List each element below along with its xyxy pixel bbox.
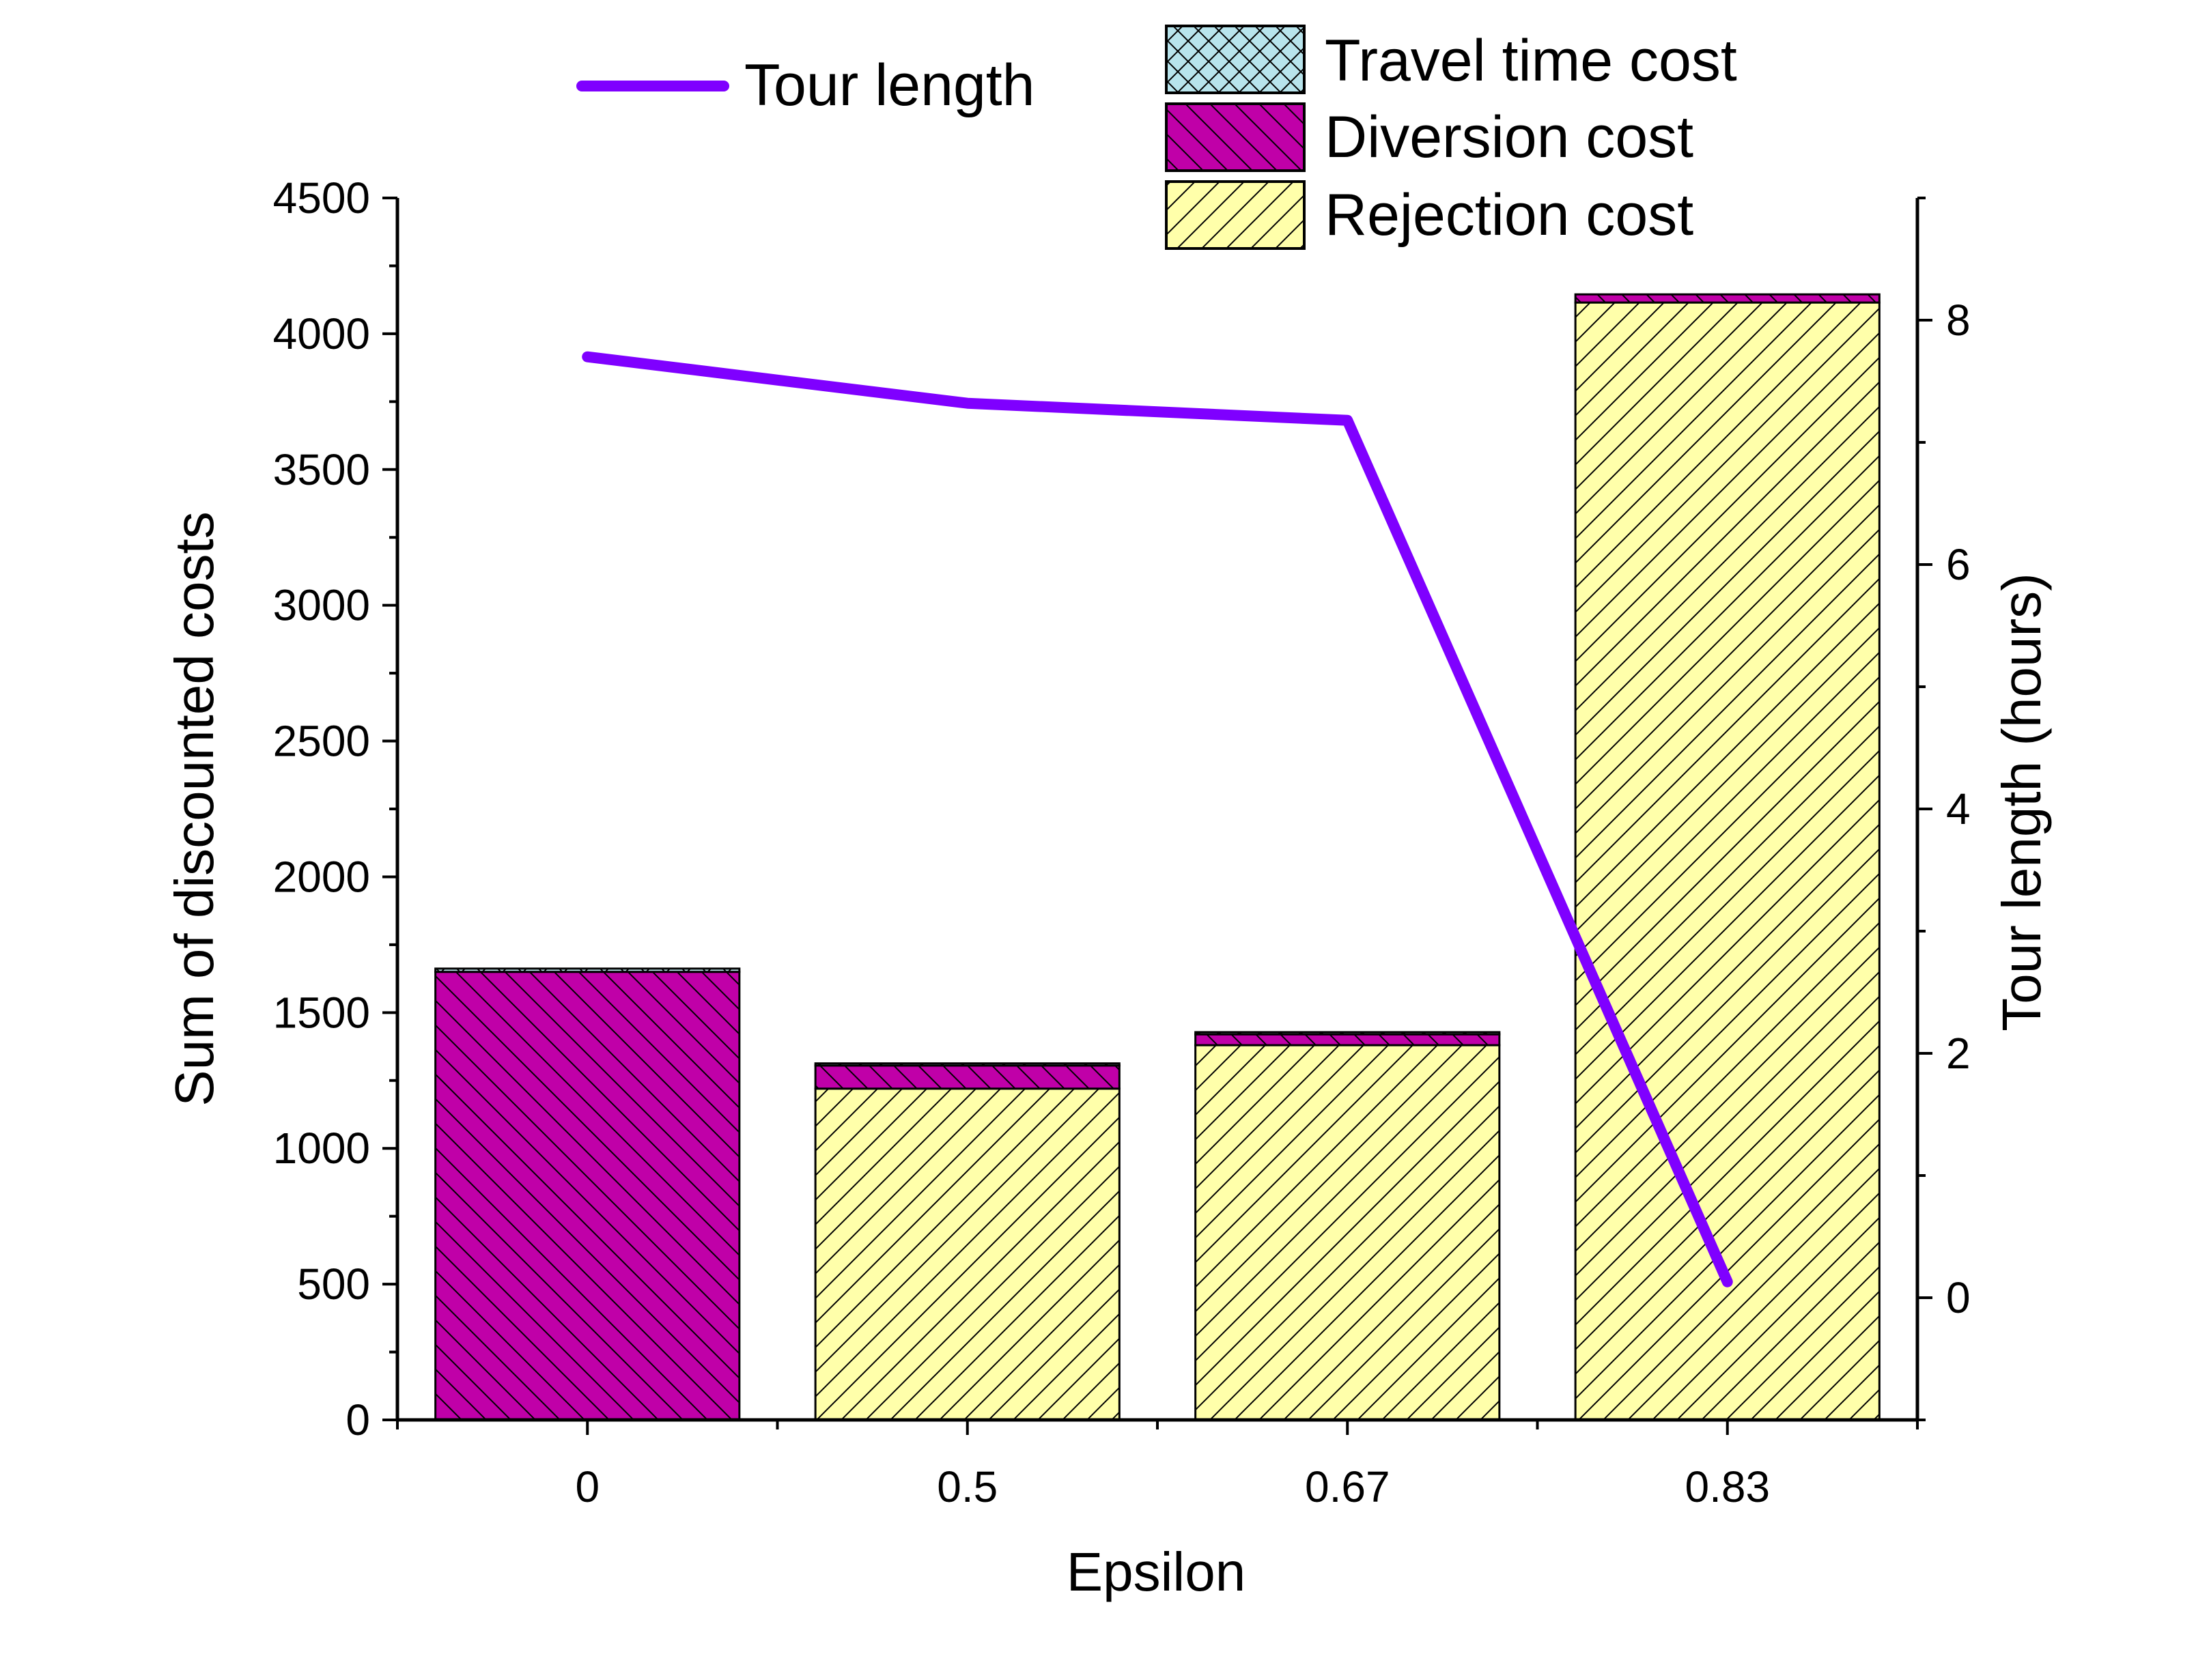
y2-tick-label-2: 4 — [1946, 784, 1971, 834]
x-tick-label-1: 0.5 — [937, 1462, 998, 1511]
y2-axis-title: Tour length (hours) — [1991, 573, 2052, 1031]
x-tick-label-2: 0.67 — [1305, 1462, 1390, 1511]
bar-diversion-3 — [1574, 293, 1881, 304]
x-tick-label-0: 0 — [575, 1462, 600, 1511]
legend-travel-time-label: Travel time cost — [1325, 28, 1737, 94]
bar-diversion-1 — [814, 1064, 1121, 1090]
y-tick-label-1: 500 — [297, 1259, 370, 1309]
legend-travel-time-swatch — [1165, 25, 1306, 94]
y-tick-label-0: 0 — [346, 1395, 370, 1444]
legend-rejection-label: Rejection cost — [1325, 182, 1693, 248]
y-tick-label-5: 2500 — [273, 717, 370, 766]
y-tick-label-8: 4000 — [273, 309, 370, 358]
bar-travel-time-1 — [814, 1062, 1121, 1067]
axes-layer: 0 500 1000 1500 2000 2500 3000 3500 4000 4500 0 2 4 6… — [273, 173, 1971, 1511]
legend-rejection-swatch — [1165, 180, 1306, 250]
bar-travel-time-0 — [434, 967, 741, 973]
bars-layer — [434, 293, 1881, 1421]
legend-tour-length-label: Tour length — [744, 53, 1035, 118]
line-layer — [582, 351, 1733, 1287]
y2-tick-label-4: 8 — [1946, 296, 1971, 345]
y-tick-label-9: 4500 — [273, 173, 370, 223]
legend-rejection-cost: Rejection cost — [1165, 180, 1693, 250]
bar-diversion-0 — [434, 971, 741, 1421]
legend-tour-length: Tour length — [576, 53, 1035, 118]
bar-rejection-1 — [814, 1087, 1121, 1421]
y2-tick-label-3: 6 — [1946, 540, 1971, 589]
legend-diversion-swatch — [1165, 102, 1306, 172]
y-tick-label-7: 3500 — [273, 445, 370, 494]
legend-diversion-label: Diversion cost — [1325, 104, 1693, 170]
y-tick-label-3: 1500 — [273, 988, 370, 1037]
y-axis-title: Sum of discounted costs — [164, 511, 225, 1107]
x-axis-title: Epsilon — [1067, 1541, 1245, 1602]
legend-travel-time-cost: Travel time cost — [1165, 25, 1737, 94]
bar-rejection-3 — [1574, 301, 1881, 1421]
y2-tick-label-1: 2 — [1946, 1029, 1971, 1078]
legend-diversion-cost: Diversion cost — [1165, 102, 1693, 172]
y-tick-label-6: 3000 — [273, 581, 370, 630]
bar-diversion-2 — [1194, 1033, 1501, 1047]
tour-length-line — [582, 351, 1733, 1287]
y-tick-label-2: 1000 — [273, 1124, 370, 1173]
y-tick-label-4: 2000 — [273, 852, 370, 901]
bar-travel-time-2 — [1194, 1031, 1501, 1036]
y2-tick-label-0: 0 — [1946, 1273, 1971, 1322]
bar-rejection-2 — [1194, 1044, 1501, 1421]
x-tick-label-3: 0.83 — [1685, 1462, 1770, 1511]
